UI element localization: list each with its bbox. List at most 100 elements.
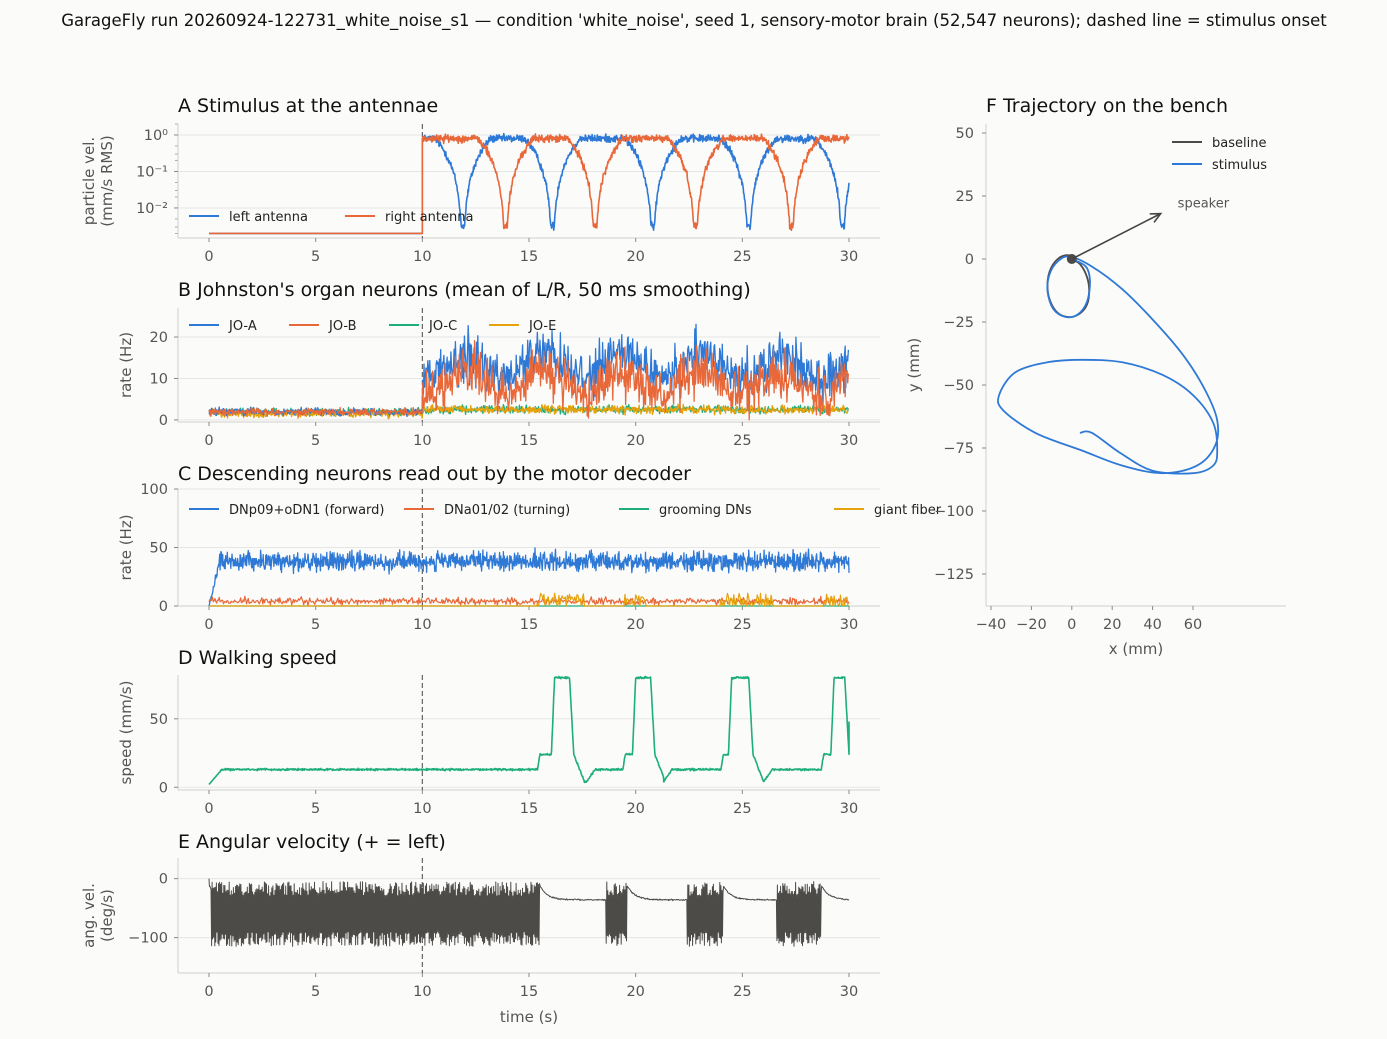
y-tick-label: 100	[140, 482, 168, 498]
x-tick-label: 0	[204, 801, 213, 817]
series-line-giant-fiber	[209, 592, 849, 607]
y-axis-label: rate (Hz)	[117, 332, 135, 398]
series-line-speed	[208, 675, 850, 785]
x-tick-label: 5	[311, 617, 320, 633]
y-axis-label: rate (Hz)	[117, 514, 135, 580]
y-axis-label: y (mm)	[905, 338, 923, 393]
y-tick-label: −25	[943, 315, 974, 331]
x-tick-label: 60	[1184, 617, 1202, 633]
x-tick-label: 5	[311, 249, 320, 265]
x-tick-label: 25	[733, 984, 751, 1000]
x-tick-label: 5	[311, 801, 320, 817]
y-tick-label: 10⁻¹	[136, 164, 168, 180]
legend-label: stimulus	[1212, 158, 1267, 173]
panel-title: E Angular velocity (+ = left)	[178, 831, 446, 853]
legend-label: JO-C	[428, 319, 457, 334]
x-tick-label: 5	[311, 984, 320, 1000]
x-tick-label: 30	[840, 433, 858, 449]
y-tick-label: −100	[934, 504, 974, 520]
series-line-JO-B	[208, 340, 850, 421]
x-tick-label: 30	[840, 617, 858, 633]
y-tick-label: 10	[150, 371, 168, 387]
y-tick-label: 0	[159, 780, 168, 796]
x-tick-label: 20	[626, 617, 644, 633]
series-line-JO-A	[208, 323, 850, 417]
x-tick-label: 25	[733, 249, 751, 265]
y-axis-label: (mm/s RMS)	[98, 135, 116, 226]
panel-title: A Stimulus at the antennae	[178, 95, 438, 117]
series-line-right-antenna	[209, 133, 850, 235]
x-tick-label: 0	[204, 617, 213, 633]
y-tick-label: 50	[150, 712, 168, 728]
y-axis-label: ang. vel.	[80, 883, 98, 948]
x-tick-label: 25	[733, 433, 751, 449]
y-tick-label: 0	[159, 872, 168, 888]
x-tick-label: 20	[626, 801, 644, 817]
x-tick-label: 20	[1103, 617, 1121, 633]
legend-label: DNp09+oDN1 (forward)	[229, 503, 385, 518]
legend-label: baseline	[1212, 136, 1266, 151]
x-tick-label: 15	[520, 249, 538, 265]
x-tick-label: 40	[1143, 617, 1161, 633]
y-axis-label: (deg/s)	[98, 889, 116, 942]
legend-label: left antenna	[229, 210, 308, 225]
series-line-left-antenna	[209, 132, 850, 235]
x-tick-label: 5	[311, 433, 320, 449]
y-tick-label: 10⁰	[144, 128, 168, 144]
panel-b-johnstons-organ: B Johnston's organ neurons (mean of L/R,…	[117, 279, 880, 449]
x-tick-label: 20	[626, 433, 644, 449]
x-tick-label: 15	[520, 801, 538, 817]
speaker-arrow	[1071, 212, 1162, 260]
x-tick-label: 30	[840, 801, 858, 817]
legend-label: JO-A	[228, 319, 257, 334]
x-tick-label: 0	[204, 984, 213, 1000]
x-axis-label: time (s)	[500, 1008, 558, 1026]
y-tick-label: −100	[128, 931, 168, 947]
y-axis-label: speed (mm/s)	[117, 681, 135, 785]
series-line-forward	[208, 547, 850, 607]
y-tick-label: 50	[956, 126, 974, 142]
panel-d-walking-speed: D Walking speed 0 5 10 15 20 25 30 0 50 speed (mm/…	[117, 647, 880, 817]
panel-c-descending-neurons: C Descending neurons read out by the mot…	[117, 463, 942, 633]
y-tick-label: 0	[159, 599, 168, 615]
x-tick-label: 0	[204, 249, 213, 265]
y-tick-label: −75	[943, 441, 974, 457]
x-axis-label: x (mm)	[1109, 640, 1164, 658]
legend-label: DNa01/02 (turning)	[444, 503, 570, 518]
x-tick-label: 15	[520, 433, 538, 449]
x-tick-label: 30	[840, 984, 858, 1000]
x-tick-label: 25	[733, 617, 751, 633]
y-tick-label: 50	[150, 541, 168, 557]
x-tick-label: −40	[976, 617, 1007, 633]
y-tick-label: 25	[956, 189, 974, 205]
x-tick-label: 10	[413, 617, 431, 633]
x-tick-label: 30	[840, 249, 858, 265]
panel-a-stimulus: A Stimulus at the antennae 0 5 10 15 20 25 30 10…	[80, 95, 880, 265]
x-tick-label: 10	[413, 801, 431, 817]
x-tick-label: 0	[1067, 617, 1076, 633]
x-tick-label: 15	[520, 984, 538, 1000]
y-tick-label: −125	[934, 567, 974, 583]
legend-label: JO-E	[528, 319, 556, 334]
y-tick-label: 10⁻²	[136, 201, 168, 217]
legend-label: grooming DNs	[659, 503, 752, 518]
x-tick-label: 0	[204, 433, 213, 449]
x-tick-label: −20	[1016, 617, 1047, 633]
x-tick-label: 25	[733, 801, 751, 817]
panel-f-trajectory: F Trajectory on the bench −40 −20 0 20 40 60 50…	[905, 95, 1286, 658]
legend-label: right antenna	[385, 210, 473, 225]
x-tick-label: 15	[520, 617, 538, 633]
x-tick-label: 10	[413, 984, 431, 1000]
panel-e-angular-velocity: E Angular velocity (+ = left) 0 5 10 15 20 25 3…	[80, 831, 880, 1026]
legend-label: JO-B	[328, 319, 357, 334]
y-tick-label: 0	[965, 252, 974, 268]
speaker-arrowhead	[1149, 212, 1163, 223]
trajectory-stimulus	[997, 255, 1220, 475]
x-tick-label: 20	[626, 984, 644, 1000]
x-tick-label: 10	[413, 249, 431, 265]
x-tick-label: 20	[626, 249, 644, 265]
panel-title: C Descending neurons read out by the mot…	[178, 463, 691, 485]
y-tick-label: −50	[943, 378, 974, 394]
